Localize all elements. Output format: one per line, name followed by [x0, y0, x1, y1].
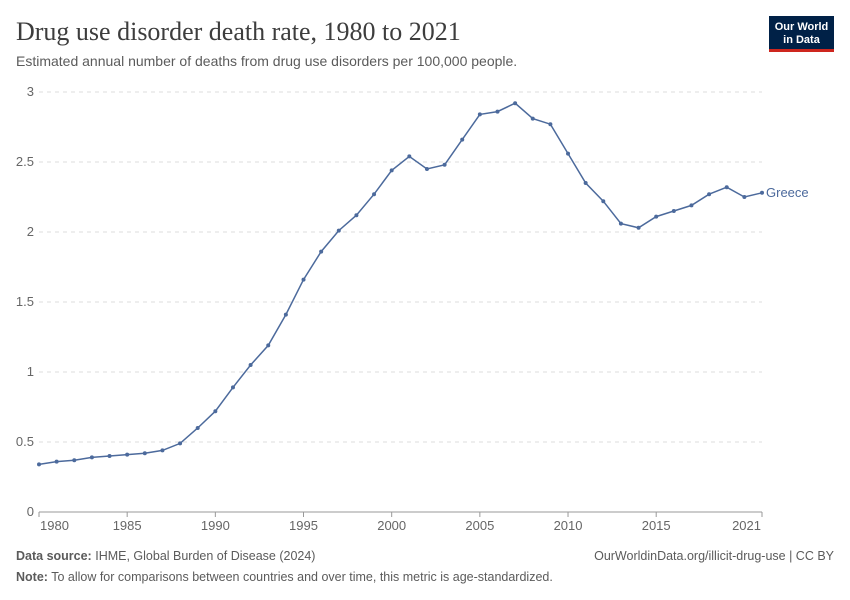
point — [354, 213, 359, 218]
y-tick-label: 0.5 — [16, 434, 34, 449]
point — [689, 203, 694, 208]
point — [213, 409, 218, 414]
x-tick-label: 2010 — [554, 518, 583, 533]
point — [618, 221, 623, 226]
point — [566, 151, 571, 156]
series-label: Greece — [766, 185, 809, 200]
point — [319, 249, 324, 254]
point — [54, 459, 59, 464]
point — [266, 343, 271, 348]
y-tick-label: 2 — [27, 224, 34, 239]
point — [407, 154, 412, 159]
point — [760, 190, 764, 195]
logo-bar — [769, 49, 834, 52]
y-tick-label: 2.5 — [16, 154, 34, 169]
note-label: Note: — [16, 570, 48, 584]
y-tick-label: 1 — [27, 364, 34, 379]
x-tick-label: 2005 — [465, 518, 494, 533]
point — [178, 441, 183, 446]
point — [442, 162, 447, 167]
point — [460, 137, 465, 142]
y-tick-label: 0 — [27, 504, 34, 519]
x-tick-label: 1985 — [113, 518, 142, 533]
point — [72, 458, 77, 463]
point — [195, 426, 200, 430]
point — [530, 116, 535, 121]
source-text: IHME, Global Burden of Disease (2024) — [95, 549, 315, 563]
note: Note: To allow for comparisons between c… — [16, 570, 553, 584]
point — [513, 101, 518, 106]
point — [671, 209, 676, 213]
point — [230, 385, 235, 390]
point — [583, 181, 588, 185]
x-tick-label: 2021 — [732, 518, 761, 533]
line — [38, 102, 763, 466]
chart-subtitle: Estimated annual number of deaths from d… — [16, 53, 517, 69]
source: Data source: IHME, Global Burden of Dise… — [16, 549, 315, 563]
point — [125, 452, 130, 457]
y-tick-label: 3 — [27, 84, 34, 99]
x-tick-label: 1990 — [201, 518, 230, 533]
point — [636, 225, 641, 230]
point — [707, 192, 712, 197]
point — [654, 214, 659, 219]
point — [336, 228, 341, 233]
logo-box — [769, 16, 834, 52]
point — [37, 462, 41, 467]
point — [142, 451, 147, 456]
x-tick-label: 1995 — [289, 518, 318, 533]
point — [724, 185, 729, 190]
logo-text: in Data — [783, 34, 821, 46]
point — [389, 168, 394, 173]
source-label: Data source: — [16, 549, 92, 563]
chart-title: Drug use disorder death rate, 1980 to 20… — [16, 17, 461, 46]
note-text: To allow for comparisons between countri… — [51, 570, 553, 584]
point — [107, 454, 112, 458]
point — [89, 455, 94, 460]
point — [477, 112, 482, 117]
point — [283, 312, 288, 317]
logo-text: Our World — [775, 21, 829, 33]
point — [601, 199, 606, 204]
point — [742, 195, 747, 199]
point — [548, 122, 553, 127]
x-tick-label: 1980 — [40, 518, 69, 533]
point — [372, 192, 377, 197]
point — [301, 277, 306, 282]
logo[interactable]: Our World in Data — [769, 16, 834, 52]
x-tick-label: 2000 — [377, 518, 406, 533]
y-tick-label: 1.5 — [16, 294, 34, 309]
point — [424, 167, 429, 171]
point — [160, 448, 165, 453]
point — [495, 109, 500, 114]
url[interactable]: OurWorldinData.org/illicit-drug-use | CC… — [594, 549, 835, 563]
x-tick-label: 2015 — [642, 518, 671, 533]
point — [248, 363, 253, 367]
